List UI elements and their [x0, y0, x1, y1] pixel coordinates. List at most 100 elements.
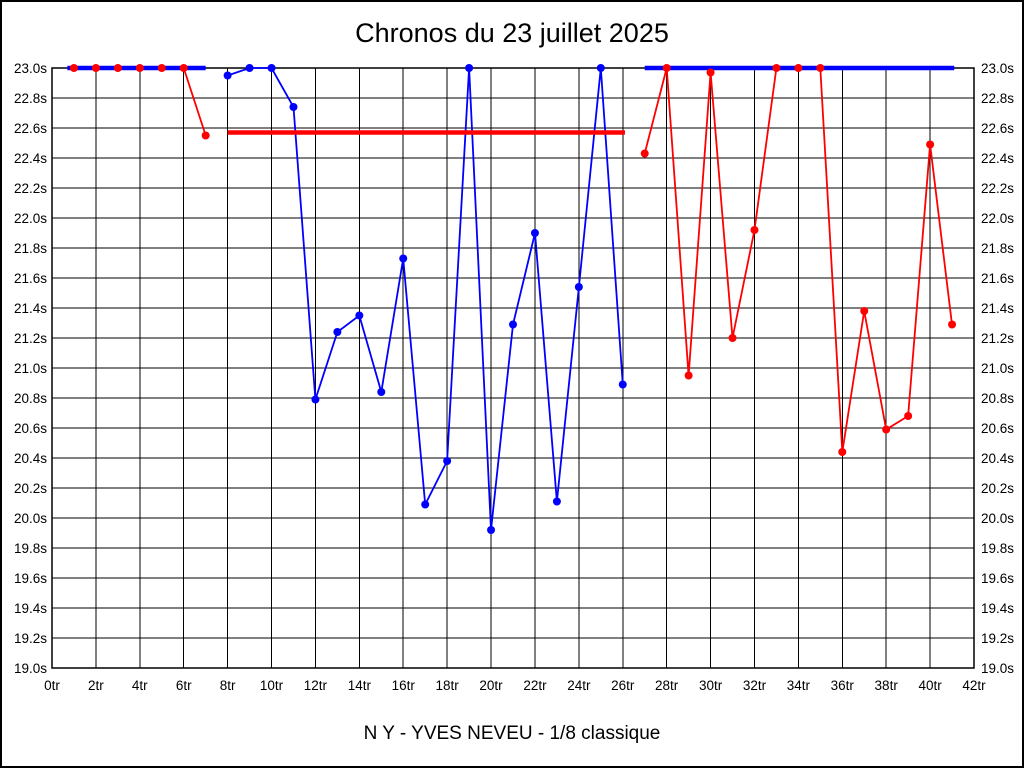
blue-data-point	[355, 311, 364, 320]
red-data-point	[640, 149, 649, 158]
blue-series-line	[227, 67, 624, 531]
y-axis-label-left: 20.6s	[14, 421, 47, 436]
red-data-point	[750, 226, 759, 234]
red-data-point	[860, 307, 869, 315]
blue-data-point	[618, 380, 627, 389]
x-axis-label: 12tr	[304, 678, 328, 693]
y-axis-label-right: 20.4s	[981, 451, 1014, 466]
y-axis-label-right: 19.0s	[981, 661, 1014, 676]
y-axis-label-right: 22.0s	[981, 211, 1014, 226]
x-axis-label: 42tr	[962, 678, 986, 693]
y-axis-label-right: 21.4s	[981, 301, 1014, 316]
y-axis-label-right: 22.4s	[981, 151, 1014, 166]
red-data-point	[882, 425, 891, 434]
blue-data-point	[311, 395, 320, 404]
blue-data-point	[289, 103, 298, 111]
blue-data-point	[421, 500, 430, 509]
y-axis-label-right: 22.2s	[981, 181, 1014, 196]
y-axis-label-right: 21.0s	[981, 361, 1014, 376]
y-axis-label-left: 19.4s	[14, 601, 47, 616]
blue-data-point	[465, 64, 474, 72]
y-axis-label-left: 20.4s	[14, 451, 47, 466]
y-axis-label-left: 20.8s	[14, 391, 47, 406]
red-data-point	[816, 64, 825, 72]
x-axis-label: 34tr	[787, 678, 811, 693]
red-data-point	[157, 64, 166, 72]
blue-data-point	[399, 254, 408, 263]
y-axis-label-left: 22.2s	[14, 181, 47, 196]
x-axis-label: 24tr	[567, 678, 591, 693]
red-data-point	[706, 68, 715, 77]
blue-data-point	[574, 283, 583, 291]
y-axis-label-left: 22.0s	[14, 211, 47, 226]
y-axis-label-left: 21.4s	[14, 301, 47, 316]
y-axis-label-right: 21.6s	[981, 271, 1014, 286]
red-data-point	[948, 320, 957, 329]
y-axis-label-right: 21.8s	[981, 241, 1014, 256]
red-data-point	[135, 64, 144, 72]
y-axis-label-left: 23.0s	[14, 61, 47, 76]
y-axis-label-right: 22.6s	[981, 121, 1014, 136]
y-axis-label-left: 22.4s	[14, 151, 47, 166]
y-axis-label-right: 20.8s	[981, 391, 1014, 406]
y-axis-label-left: 22.6s	[14, 121, 47, 136]
y-axis-label-right: 22.8s	[981, 91, 1014, 106]
red-data-point	[69, 64, 78, 72]
x-axis-label: 36tr	[831, 678, 855, 693]
y-axis-label-right: 19.8s	[981, 541, 1014, 556]
red-data-point	[684, 371, 693, 380]
red-data-point	[904, 412, 913, 420]
blue-data-point	[443, 457, 452, 465]
x-axis-label: 18tr	[436, 678, 460, 693]
blue-data-point	[223, 71, 232, 80]
y-axis-label-left: 19.6s	[14, 571, 47, 586]
blue-data-point	[552, 497, 561, 506]
blue-data-point	[377, 388, 386, 396]
y-axis-label-left: 19.2s	[14, 631, 47, 646]
blue-data-point	[245, 64, 254, 72]
y-axis-label-left: 21.8s	[14, 241, 47, 256]
x-axis-label: 2tr	[88, 678, 104, 693]
x-axis-label: 30tr	[699, 678, 723, 693]
x-axis-label: 16tr	[392, 678, 416, 693]
y-axis-label-left: 20.2s	[14, 481, 47, 496]
x-axis-label: 26tr	[611, 678, 635, 693]
y-axis-label-left: 21.6s	[14, 271, 47, 286]
x-axis-label: 14tr	[348, 678, 372, 693]
y-axis-label-left: 20.0s	[14, 511, 47, 526]
y-axis-label-right: 23.0s	[981, 61, 1014, 76]
plot-border	[51, 67, 975, 669]
x-axis-label: 4tr	[132, 678, 148, 693]
red-data-point	[113, 64, 122, 72]
red-data-point	[794, 64, 803, 72]
red-data-point	[201, 131, 210, 140]
blue-data-point	[596, 64, 605, 72]
chart-title: Chronos du 23 juillet 2025	[355, 18, 669, 48]
x-axis-label: 6tr	[176, 678, 192, 693]
y-axis-label-right: 19.6s	[981, 571, 1014, 586]
x-axis-label: 38tr	[875, 678, 899, 693]
red-data-point	[179, 64, 188, 72]
y-axis-label-left: 21.2s	[14, 331, 47, 346]
x-axis-label: 28tr	[655, 678, 679, 693]
red-data-point	[728, 334, 737, 342]
blue-data-point	[509, 320, 517, 329]
blue-data-point	[267, 64, 276, 72]
x-axis-label: 8tr	[220, 678, 236, 693]
red-data-point	[772, 64, 781, 72]
x-axis-label: 0tr	[44, 678, 60, 693]
blue-data-point	[487, 526, 496, 534]
red-data-point	[662, 64, 671, 72]
y-axis-label-right: 20.0s	[981, 511, 1014, 526]
x-axis-label: 40tr	[918, 678, 942, 693]
y-axis-label-right: 20.6s	[981, 421, 1014, 436]
chart-footer-caption: N Y - YVES NEVEU - 1/8 classique	[363, 723, 661, 744]
y-axis-label-left: 19.8s	[14, 541, 47, 556]
y-axis-label-right: 19.2s	[981, 631, 1014, 646]
y-axis-label-right: 20.2s	[981, 481, 1014, 496]
y-axis-label-left: 22.8s	[14, 91, 47, 106]
y-axis-label-left: 21.0s	[14, 361, 47, 376]
x-axis-label: 32tr	[743, 678, 767, 693]
